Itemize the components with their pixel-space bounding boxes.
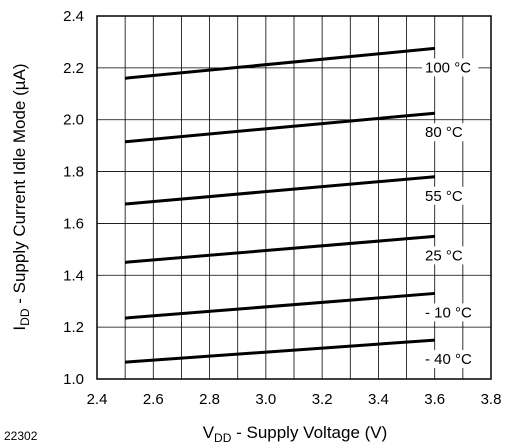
series-label-background <box>422 58 479 77</box>
series-label: - 40 °C <box>425 351 472 368</box>
y-tick-label: 2.2 <box>63 60 84 77</box>
y-axis-title: IDD - Supply Current Idle Mode (µA) <box>10 63 32 330</box>
series-label-background <box>422 350 487 369</box>
series-line <box>125 111 435 144</box>
y-tick-label: 1.8 <box>63 164 84 181</box>
x-axis-title: VDD - Supply Voltage (V) <box>203 423 388 445</box>
y-axis-title-main: I <box>10 326 29 331</box>
series-label: - 10 °C <box>425 304 472 321</box>
series-label-background <box>422 303 487 322</box>
series-label: 100 °C <box>425 59 471 76</box>
series-line <box>124 46 435 80</box>
x-tick-label: 2.4 <box>87 391 108 408</box>
plot-frame <box>96 15 492 380</box>
y-tick-label: 2.4 <box>63 8 84 25</box>
series-label: 80 °C <box>425 124 463 141</box>
x-tick-label: 2.8 <box>199 391 220 408</box>
x-axis-title-rest: - Supply Voltage (V) <box>231 423 387 442</box>
x-axis-title-main: V <box>203 423 215 442</box>
series-label-background <box>422 186 470 205</box>
series-labels: 100 °C 80 °C 55 °C 25 °C - 10 °C - 40 °C <box>422 58 487 369</box>
series-line <box>125 338 435 364</box>
x-tick-label: 3.8 <box>481 391 502 408</box>
series-label-background <box>422 123 470 142</box>
series-label-background <box>422 246 470 265</box>
x-tick-label: 3.4 <box>368 391 389 408</box>
x-tick-label: 3.0 <box>255 391 276 408</box>
y-axis-title-sub: DD <box>18 308 32 326</box>
y-tick-label: 1.6 <box>63 215 84 232</box>
y-tick-labels: 1.0 1.2 1.4 1.6 1.8 2.0 2.2 2.4 <box>63 8 84 388</box>
x-tick-label: 3.2 <box>312 391 333 408</box>
series-lines <box>124 46 435 364</box>
x-tick-labels: 2.4 2.6 2.8 3.0 3.2 3.4 3.6 3.8 <box>87 391 502 408</box>
y-axis-title-rest: - Supply Current Idle Mode (µA) <box>10 63 29 308</box>
series-label: 55 °C <box>425 188 463 205</box>
y-tick-label: 1.2 <box>63 319 84 336</box>
series-label: 25 °C <box>425 247 463 264</box>
y-tick-label: 1.4 <box>63 267 84 284</box>
x-tick-label: 2.6 <box>143 391 164 408</box>
y-tick-label: 1.0 <box>63 371 84 388</box>
series-line <box>125 175 435 206</box>
figure-id: 22302 <box>4 429 38 443</box>
y-tick-label: 2.0 <box>63 112 84 129</box>
x-tick-label: 3.6 <box>424 391 445 408</box>
series-line <box>125 234 435 264</box>
series-line <box>125 291 435 320</box>
x-axis-title-sub: DD <box>214 431 232 445</box>
